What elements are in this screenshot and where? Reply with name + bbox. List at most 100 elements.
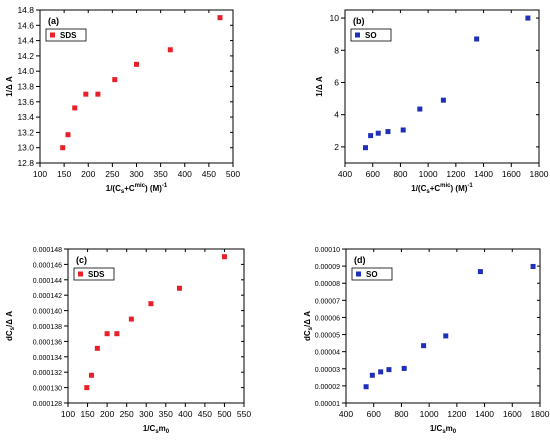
y-tick-label: 10: [330, 13, 340, 23]
panel-label: (a): [48, 16, 59, 26]
y-axis-label-part: s: [10, 326, 16, 330]
y-tick-label: 0.00001: [315, 401, 340, 408]
data-point: [525, 15, 531, 21]
y-tick-label: 13.2: [17, 127, 34, 137]
y-tick-label: 0.000132: [33, 370, 62, 377]
legend-marker: [356, 271, 361, 277]
x-tick-label: 1800: [531, 409, 550, 419]
data-point: [474, 36, 480, 42]
y-tick-label: 13.8: [17, 82, 34, 92]
data-point: [221, 254, 227, 260]
y-tick-label: 13.0: [17, 143, 34, 153]
legend-label: SO: [366, 270, 378, 279]
legend-label: SDS: [60, 31, 77, 40]
data-point: [88, 372, 94, 378]
legend-box: [351, 267, 393, 281]
x-axis-label: 1/Csm0: [143, 424, 170, 435]
legend-marker: [355, 32, 360, 38]
x-axis-label-part: m: [446, 424, 453, 433]
plot-frame: [344, 9, 540, 164]
x-axis-label-part: mic: [440, 183, 451, 189]
y-axis-label: dCs/Δ A: [303, 311, 314, 341]
data-point: [368, 133, 374, 139]
y-tick-label: 8: [334, 45, 339, 55]
data-point: [95, 91, 101, 97]
data-point: [363, 145, 369, 151]
legend-box: [45, 28, 87, 42]
legend-marker: [78, 271, 83, 277]
y-tick-label: 0.00008: [315, 281, 340, 288]
x-tick-label: 300: [139, 409, 153, 419]
x-axis-label-part: -1: [162, 183, 168, 189]
y-tick-label: 0.00002: [315, 384, 340, 391]
x-tick-label: 400: [178, 409, 192, 419]
x-axis-label-part: +C: [430, 184, 441, 193]
x-tick-label: 400: [178, 169, 192, 179]
legend-marker: [50, 32, 55, 38]
data-point: [378, 369, 384, 375]
y-axis-label-part: dC: [303, 330, 312, 341]
x-axis-label-part: ) (M): [145, 184, 162, 193]
y-axis-label-part: dC: [5, 330, 14, 341]
x-tick-label: 1600: [502, 169, 521, 179]
data-point: [477, 269, 483, 275]
data-point: [386, 367, 392, 373]
x-tick-label: 1200: [447, 409, 466, 419]
y-tick-label: 0.000136: [33, 339, 62, 346]
x-tick-label: 600: [366, 169, 380, 179]
x-axis-label-part: 1/C: [430, 424, 443, 433]
y-tick-label: 2: [334, 142, 339, 152]
data-point: [65, 132, 71, 138]
y-tick-label: 0.000128: [33, 401, 62, 408]
legend-box: [350, 28, 392, 42]
x-axis-label-part: s: [155, 429, 159, 435]
data-point: [84, 385, 90, 391]
x-tick-label: 1400: [474, 169, 493, 179]
x-tick-label: 200: [81, 169, 95, 179]
y-tick-label: 0.000148: [33, 247, 62, 254]
y-tick-label: 0.00010: [315, 247, 340, 254]
y-axis-label: 1/Δ A: [5, 76, 14, 97]
y-tick-label: 0.000146: [33, 262, 62, 269]
x-tick-label: 400: [338, 169, 352, 179]
y-tick-label: 14.6: [17, 20, 34, 30]
data-point: [421, 343, 427, 349]
x-axis-label-part: +C: [124, 184, 135, 193]
chart-panel-c: 100 150 200 250 300 350 400 450 500 550 0.000128 0.…: [5, 247, 251, 435]
data-point: [112, 77, 118, 83]
x-tick-label: 150: [80, 409, 94, 419]
x-axis-label: 1/Csm0: [430, 424, 457, 435]
y-tick-label: 6: [334, 77, 339, 87]
data-point: [530, 263, 536, 269]
x-tick-label: 150: [57, 169, 71, 179]
y-tick-label: 14.0: [17, 66, 34, 76]
legend-box: [73, 267, 115, 281]
y-tick-label: 0.000134: [33, 355, 62, 362]
y-tick-label: 13.6: [17, 97, 34, 107]
y-tick-label: 0.00009: [315, 264, 340, 271]
data-point: [148, 301, 154, 307]
x-axis-label-part: s: [442, 429, 446, 435]
y-tick-label: 14.2: [17, 51, 34, 61]
x-tick-label: 500: [217, 409, 231, 419]
y-tick-label: 14.8: [17, 5, 34, 15]
y-axis-label: dCs/Δ A: [5, 311, 16, 341]
y-axis-label-part: s: [308, 326, 314, 330]
x-tick-label: 100: [61, 409, 75, 419]
y-tick-label: 0.00007: [315, 298, 340, 305]
x-tick-label: 250: [120, 409, 134, 419]
y-tick-label: 0.00006: [315, 315, 340, 322]
panel-label: (c): [76, 255, 87, 265]
x-axis-label: 1/(Cs+Cmic) (M)-1: [106, 183, 168, 195]
data-point: [176, 285, 182, 291]
data-point: [167, 47, 173, 53]
y-tick-label: 0.000144: [33, 278, 62, 285]
data-point: [443, 333, 449, 339]
x-tick-label: 300: [129, 169, 143, 179]
x-axis-label-part: 0: [166, 429, 170, 435]
x-tick-label: 200: [100, 409, 114, 419]
chart-panel-b: 400 600 800 1000 1200 1400 1600 1800 2 4 6 8 10 (b)SO…: [315, 9, 549, 195]
x-tick-label: 550: [237, 409, 251, 419]
x-axis-label-part: 1/(C: [411, 184, 426, 193]
